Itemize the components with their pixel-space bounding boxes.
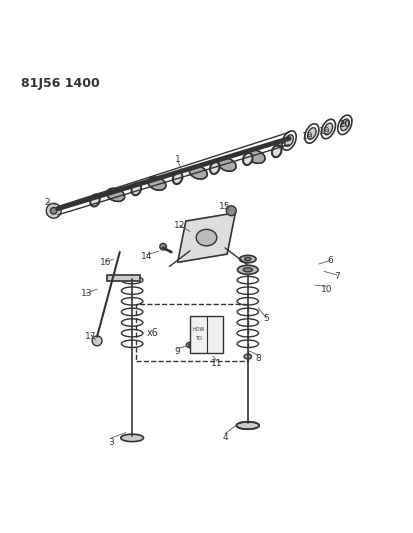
Bar (136, 304, 248, 361)
Ellipse shape (285, 135, 293, 147)
Ellipse shape (272, 145, 282, 157)
Text: 15: 15 (219, 202, 231, 211)
Text: 19: 19 (318, 126, 330, 135)
Text: 5: 5 (263, 313, 269, 322)
Text: 18: 18 (275, 140, 287, 149)
Circle shape (226, 206, 236, 216)
Ellipse shape (243, 153, 253, 165)
Text: 12: 12 (174, 221, 185, 230)
Text: x6: x6 (147, 328, 159, 337)
Ellipse shape (90, 195, 100, 206)
Text: 7: 7 (334, 272, 339, 281)
Text: 81J56 1400: 81J56 1400 (21, 77, 100, 90)
Ellipse shape (131, 183, 141, 195)
Ellipse shape (244, 257, 251, 261)
Text: 20: 20 (339, 119, 351, 128)
Text: 10: 10 (320, 285, 332, 294)
Text: 1: 1 (175, 155, 180, 164)
Bar (107, 274, 140, 281)
Ellipse shape (189, 343, 195, 346)
Text: 17: 17 (85, 332, 97, 341)
Text: 4: 4 (222, 433, 228, 442)
Ellipse shape (236, 422, 259, 429)
Polygon shape (178, 213, 235, 262)
Ellipse shape (243, 268, 252, 272)
Ellipse shape (324, 123, 332, 135)
Ellipse shape (244, 354, 252, 359)
Ellipse shape (121, 434, 144, 442)
Ellipse shape (210, 162, 220, 174)
Circle shape (50, 207, 57, 214)
Ellipse shape (247, 150, 265, 164)
Ellipse shape (189, 166, 207, 179)
Text: 8: 8 (255, 354, 261, 362)
Ellipse shape (240, 255, 256, 263)
Ellipse shape (173, 172, 183, 184)
Ellipse shape (237, 265, 258, 274)
Text: 9: 9 (175, 346, 180, 356)
Ellipse shape (308, 128, 316, 139)
Text: 14: 14 (141, 252, 152, 261)
Text: HOW: HOW (192, 327, 204, 332)
Text: 13: 13 (81, 289, 93, 298)
Text: 11: 11 (211, 359, 223, 368)
Text: 3: 3 (109, 438, 114, 447)
Text: TO: TO (195, 336, 202, 341)
Circle shape (92, 336, 102, 346)
Ellipse shape (107, 188, 125, 201)
Text: 2: 2 (45, 198, 50, 207)
Text: 19: 19 (302, 132, 313, 141)
Ellipse shape (196, 229, 217, 246)
Ellipse shape (218, 158, 236, 171)
Circle shape (160, 244, 166, 250)
Text: 6: 6 (328, 256, 333, 265)
Text: 16: 16 (100, 258, 111, 267)
Circle shape (46, 203, 61, 218)
Ellipse shape (186, 342, 198, 348)
Ellipse shape (341, 119, 349, 131)
FancyBboxPatch shape (190, 316, 223, 353)
Ellipse shape (148, 177, 166, 190)
